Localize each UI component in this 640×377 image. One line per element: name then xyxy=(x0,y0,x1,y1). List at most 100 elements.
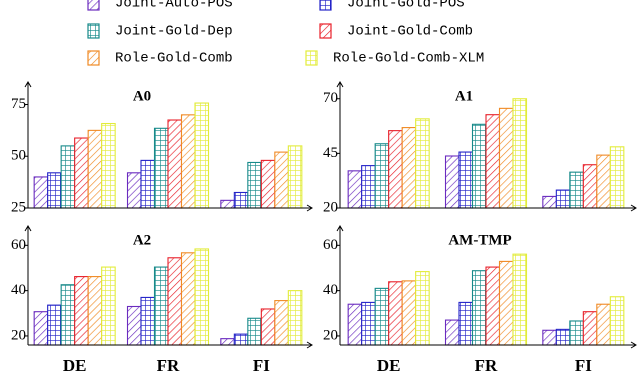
bar xyxy=(415,271,430,346)
bar xyxy=(361,165,376,209)
legend-label: Joint-Gold-Dep xyxy=(115,24,233,40)
bar xyxy=(542,195,557,209)
x-tick-label: FR xyxy=(157,356,180,375)
bar xyxy=(542,329,557,346)
bar xyxy=(347,170,363,209)
bar xyxy=(180,252,196,346)
y-tick-label: 25 xyxy=(11,199,26,215)
bar xyxy=(274,151,289,209)
bar xyxy=(347,303,363,346)
bar xyxy=(287,145,303,209)
bar xyxy=(153,266,169,346)
bar xyxy=(361,301,376,346)
bar xyxy=(444,319,460,346)
bar xyxy=(458,301,474,346)
bar xyxy=(233,191,249,209)
y-tick-label: 20 xyxy=(323,327,338,343)
y-tick-label: 40 xyxy=(323,282,338,298)
x-axis xyxy=(28,341,313,349)
bar xyxy=(569,320,584,346)
bar xyxy=(60,145,76,209)
bar xyxy=(388,130,403,209)
bar xyxy=(512,253,528,346)
bar xyxy=(582,311,598,346)
bar xyxy=(247,161,262,209)
x-tick-label: FR xyxy=(475,356,498,375)
legend-label: Role-Gold-Comb xyxy=(115,51,233,67)
bar xyxy=(247,317,262,346)
legend-label: Joint-Auto-POS xyxy=(115,0,233,12)
bar xyxy=(180,114,196,209)
bar xyxy=(609,146,625,209)
bar xyxy=(498,107,514,209)
bar xyxy=(153,127,169,209)
legend-swatch xyxy=(87,50,100,66)
bar xyxy=(274,300,289,346)
bar xyxy=(74,137,89,209)
y-axis xyxy=(336,225,344,345)
legend-label: Role-Gold-Comb-XLM xyxy=(333,51,484,67)
y-tick-label: 45 xyxy=(323,145,338,161)
bar xyxy=(220,199,235,209)
x-axis xyxy=(340,204,637,212)
y-axis xyxy=(24,81,32,208)
bar xyxy=(374,143,390,209)
bar xyxy=(287,290,303,346)
legend-swatch xyxy=(319,0,332,11)
x-tick-label: DE xyxy=(377,356,401,375)
y-tick-label: 20 xyxy=(11,327,26,343)
panel-title: A0 xyxy=(133,88,151,104)
y-tick-label: 70 xyxy=(323,90,338,106)
y-tick-label: 40 xyxy=(11,282,26,298)
bar xyxy=(194,102,210,209)
bar xyxy=(140,159,156,209)
bar xyxy=(596,303,611,346)
bar xyxy=(582,164,598,209)
bar xyxy=(233,333,249,346)
x-tick-label: DE xyxy=(63,356,87,375)
bar xyxy=(485,266,501,346)
bar xyxy=(374,287,390,346)
bar xyxy=(74,276,89,346)
bar xyxy=(596,154,611,209)
bar xyxy=(87,276,103,346)
panel-title: A2 xyxy=(133,232,151,248)
bar xyxy=(444,155,460,209)
bar xyxy=(126,305,142,346)
legend-swatch xyxy=(87,0,100,11)
bar xyxy=(471,270,487,346)
bar xyxy=(47,172,62,209)
x-tick-label: FI xyxy=(253,356,270,375)
bar xyxy=(101,122,116,209)
bar xyxy=(260,308,276,346)
bar xyxy=(87,129,103,209)
bar xyxy=(167,119,183,209)
y-axis xyxy=(336,81,344,208)
bar xyxy=(126,172,142,209)
bar xyxy=(260,159,276,209)
bar xyxy=(555,189,571,209)
panel-title: A1 xyxy=(455,88,473,104)
bar xyxy=(167,257,183,346)
bar xyxy=(415,118,430,209)
bar xyxy=(458,151,474,209)
bar xyxy=(101,266,116,346)
bar xyxy=(60,284,76,346)
bar xyxy=(220,338,235,346)
y-tick-label: 50 xyxy=(11,148,26,164)
bar xyxy=(569,171,584,209)
y-tick-label: 60 xyxy=(323,237,338,253)
bar xyxy=(194,248,210,346)
x-axis xyxy=(28,204,313,212)
x-axis xyxy=(340,341,637,349)
legend-swatch xyxy=(319,23,332,39)
y-tick-label: 75 xyxy=(11,96,26,112)
y-tick-label: 20 xyxy=(323,199,338,215)
legend-swatch xyxy=(305,50,318,66)
legend-label: Joint-Gold-POS xyxy=(347,0,465,12)
y-tick-label: 60 xyxy=(11,237,26,253)
bar xyxy=(512,98,528,209)
bar xyxy=(401,280,417,346)
bar xyxy=(471,123,487,209)
